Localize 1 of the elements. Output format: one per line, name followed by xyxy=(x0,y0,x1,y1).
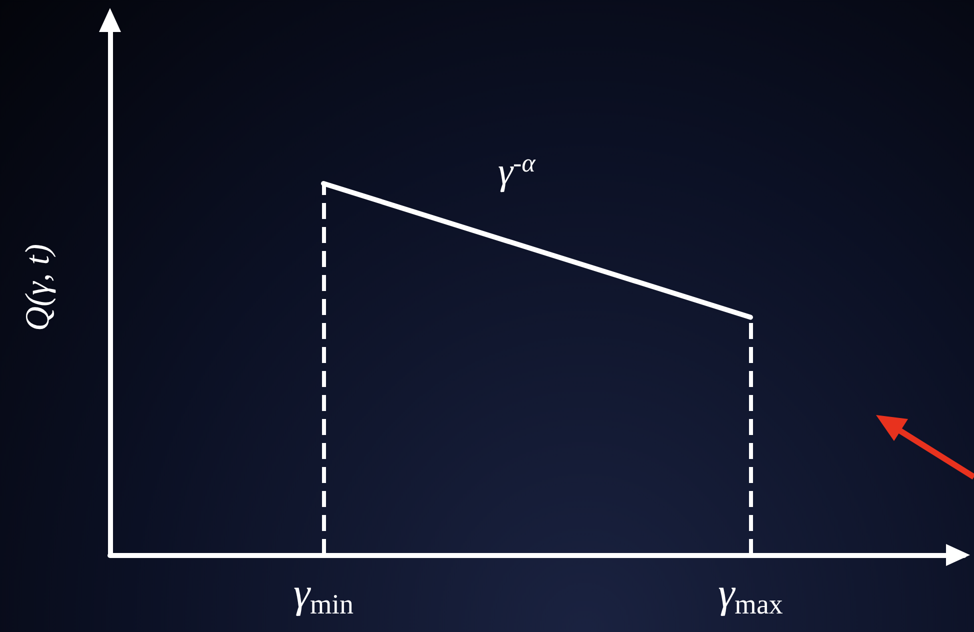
y-axis-title: Q(γ, t) xyxy=(20,244,56,332)
